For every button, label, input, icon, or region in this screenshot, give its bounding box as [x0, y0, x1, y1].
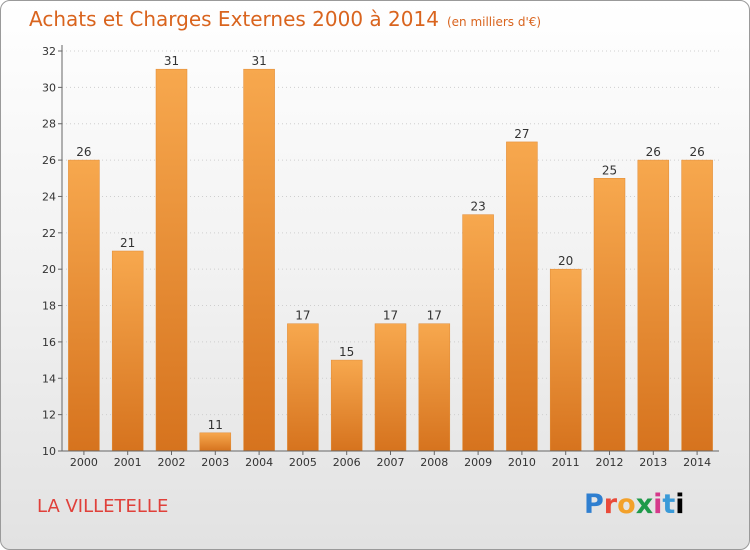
data-label: 31: [164, 54, 179, 68]
x-tick-label: 2009: [464, 456, 492, 469]
bar: [287, 323, 319, 452]
y-tick-label: 20: [42, 263, 56, 276]
x-tick-label: 2000: [70, 456, 98, 469]
x-tick-label: 2005: [289, 456, 317, 469]
bars: 26 21 31 11 31 17 15 17 17 23 27 20 25 26 26: [68, 54, 713, 452]
y-tick-label: 28: [42, 118, 56, 131]
data-label: 31: [251, 54, 266, 68]
chart-unit: (en milliers d'€): [446, 15, 542, 29]
chart-title: Achats et Charges Externes 2000 à 2014 (e…: [29, 7, 541, 31]
bar: [155, 68, 188, 452]
x-tick-label: 2001: [114, 456, 142, 469]
data-label: 25: [602, 163, 617, 177]
data-label: 15: [339, 345, 354, 359]
y-tick-label: 30: [42, 81, 56, 94]
bar: [549, 268, 582, 452]
logo-letter: x: [635, 489, 654, 520]
data-label: 11: [208, 418, 223, 432]
data-label: 20: [558, 254, 573, 268]
logo-letter: i: [675, 489, 685, 520]
data-label: 21: [120, 236, 135, 250]
x-tick-label: 2002: [158, 456, 186, 469]
data-label: 26: [646, 145, 661, 159]
x-tick-label: 2008: [420, 456, 448, 469]
bar: [506, 141, 538, 452]
commune-name: LA VILLETELLE: [37, 496, 169, 517]
data-label: 17: [383, 309, 398, 323]
y-tick-label: 26: [42, 154, 56, 167]
y-tick-label: 32: [42, 45, 56, 58]
bar: [681, 159, 713, 452]
data-label: 26: [76, 145, 91, 159]
x-tick-label: 2011: [552, 456, 580, 469]
y-tick-label: 10: [42, 445, 56, 458]
data-label: 17: [295, 309, 310, 323]
logo-letter: r: [603, 489, 618, 520]
bar: [330, 359, 363, 452]
x-tick-label: 2010: [508, 456, 536, 469]
y-tick-label: 24: [42, 190, 56, 203]
bar: [462, 214, 494, 452]
data-label: 17: [427, 309, 442, 323]
bar: [374, 323, 407, 452]
y-tick-label: 14: [42, 372, 56, 385]
data-label: 23: [470, 200, 485, 214]
data-label: 26: [689, 145, 704, 159]
proxiti-logo: Proxiti: [584, 489, 685, 520]
chart-title-text: Achats et Charges Externes 2000 à 2014: [29, 7, 439, 31]
x-tick-label: 2014: [683, 456, 711, 469]
logo-letter: i: [653, 489, 663, 520]
axes: 10 12 14 16 18 20 22 24 26 28 30 32 2000 2001 2002 2003…: [42, 45, 719, 469]
bar: [418, 323, 451, 452]
x-tick-label: 2004: [245, 456, 273, 469]
bar: [199, 432, 232, 452]
x-tick-label: 2007: [377, 456, 405, 469]
bar: [68, 159, 100, 452]
y-tick-label: 16: [42, 336, 56, 349]
x-tick-label: 2012: [596, 456, 624, 469]
x-tick-label: 2006: [333, 456, 361, 469]
logo-letter: t: [662, 489, 676, 520]
x-tick-label: 2013: [639, 456, 667, 469]
bar: [243, 68, 275, 452]
bar: [111, 250, 144, 452]
y-tick-label: 18: [42, 300, 56, 313]
logo-letter: o: [617, 489, 636, 520]
bar: [593, 178, 626, 452]
data-label: 27: [514, 127, 529, 141]
y-tick-label: 12: [42, 409, 56, 422]
y-tick-label: 22: [42, 227, 56, 240]
logo-letter: P: [584, 489, 604, 520]
x-tick-label: 2003: [201, 456, 229, 469]
bar: [637, 159, 670, 452]
